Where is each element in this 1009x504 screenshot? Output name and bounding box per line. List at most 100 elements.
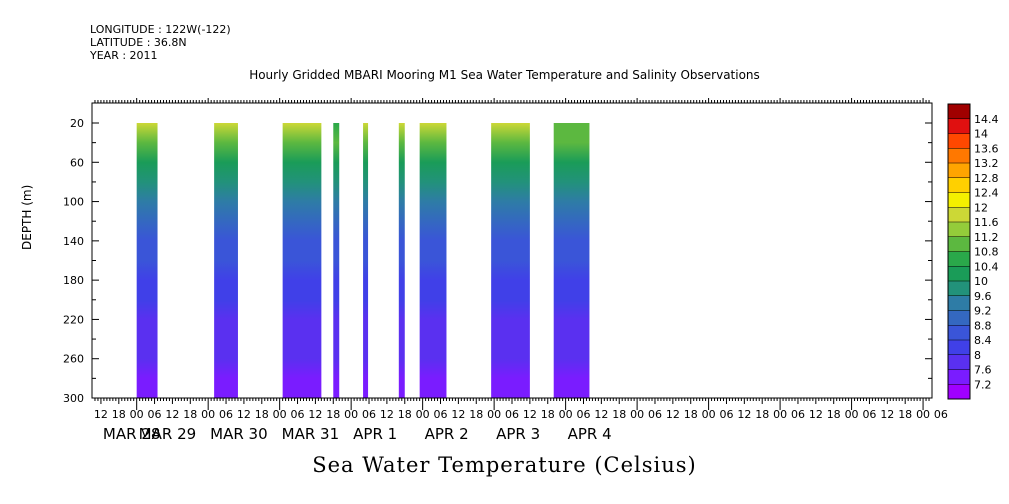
x-hour-label: 12 xyxy=(380,408,394,421)
colorbar-label: 12.4 xyxy=(974,187,999,200)
colorbar-label: 13.6 xyxy=(974,142,999,155)
colorbar-label: 10 xyxy=(974,275,988,288)
x-hour-label: 00 xyxy=(344,408,358,421)
x-hour-label: 12 xyxy=(594,408,608,421)
y-tick-label: 260 xyxy=(63,353,84,366)
x-hour-label: 00 xyxy=(416,408,430,421)
x-hour-label: 06 xyxy=(291,408,305,421)
x-hour-label: 00 xyxy=(773,408,787,421)
x-hour-label: 00 xyxy=(130,408,144,421)
colorbar-swatch xyxy=(948,177,970,193)
x-date-label: APR 4 xyxy=(568,425,612,443)
data-segments xyxy=(136,123,590,398)
x-hour-label: 00 xyxy=(702,408,716,421)
chart-subtitle: Sea Water Temperature (Celsius) xyxy=(312,453,697,477)
data-segment xyxy=(333,123,340,398)
colorbar-swatch xyxy=(948,281,970,297)
colorbar-swatch xyxy=(948,325,970,341)
colorbar-swatch xyxy=(948,384,970,400)
colorbar-swatch xyxy=(948,148,970,164)
colorbar-label: 10.4 xyxy=(974,260,999,273)
x-hour-label: 12 xyxy=(165,408,179,421)
x-hour-label: 12 xyxy=(880,408,894,421)
colorbar-swatch xyxy=(948,104,970,120)
x-hour-label: 00 xyxy=(845,408,859,421)
colorbar-label: 13.2 xyxy=(974,157,999,170)
x-hour-label: 00 xyxy=(487,408,501,421)
x-hour-label: 18 xyxy=(255,408,269,421)
x-date-label: APR 2 xyxy=(425,425,469,443)
colorbar-swatch xyxy=(948,163,970,179)
colorbar-label: 7.2 xyxy=(974,378,992,391)
x-hour-label: 06 xyxy=(505,408,519,421)
x-date-label: APR 3 xyxy=(496,425,540,443)
colorbar-swatch xyxy=(948,133,970,149)
x-hour-label: 06 xyxy=(934,408,948,421)
x-hour-label: 18 xyxy=(684,408,698,421)
colorbar-label: 12 xyxy=(974,201,988,214)
colorbar: 7.27.688.48.89.29.61010.410.811.211.6121… xyxy=(947,103,999,400)
x-hour-label: 06 xyxy=(148,408,162,421)
colorbar-label: 8 xyxy=(974,349,981,362)
colorbar-swatch xyxy=(948,354,970,370)
colorbar-swatch xyxy=(948,192,970,208)
x-date-label: MAR 31 xyxy=(282,425,339,443)
colorbar-label: 14 xyxy=(974,128,988,141)
data-segment xyxy=(398,123,405,398)
x-date-label: MAR 28 xyxy=(103,425,160,443)
colorbar-label: 14.4 xyxy=(974,113,999,126)
x-hour-label: 18 xyxy=(112,408,126,421)
colorbar-swatch xyxy=(948,266,970,282)
x-hour-label: 06 xyxy=(648,408,662,421)
x-hour-label: 12 xyxy=(308,408,322,421)
x-hour-label: 12 xyxy=(666,408,680,421)
x-hour-label: 00 xyxy=(201,408,215,421)
longitude-label: LONGITUDE : 122W(-122) xyxy=(90,23,231,36)
x-hour-label: 18 xyxy=(469,408,483,421)
y-tick-label: 20 xyxy=(70,117,84,130)
colorbar-label: 11.2 xyxy=(974,231,999,244)
x-hour-label: 00 xyxy=(559,408,573,421)
x-hour-label: 12 xyxy=(809,408,823,421)
colorbar-label: 7.6 xyxy=(974,364,992,377)
colorbar-label: 8.8 xyxy=(974,319,992,332)
data-segment xyxy=(419,123,447,398)
y-tick-label: 100 xyxy=(63,196,84,209)
colorbar-label: 8.4 xyxy=(974,334,992,347)
chart-title: Hourly Gridded MBARI Mooring M1 Sea Wate… xyxy=(249,68,760,82)
data-segment xyxy=(553,123,590,398)
y-tick-label: 220 xyxy=(63,313,84,326)
colorbar-swatch xyxy=(948,251,970,267)
x-hour-label: 06 xyxy=(219,408,233,421)
x-hour-label: 06 xyxy=(862,408,876,421)
colorbar-swatch xyxy=(948,340,970,356)
x-hour-label: 06 xyxy=(434,408,448,421)
x-hour-label: 18 xyxy=(326,408,340,421)
x-date-label: MAR 29 xyxy=(139,425,196,443)
x-hour-label: 18 xyxy=(183,408,197,421)
x-hour-label: 06 xyxy=(719,408,733,421)
x-date-label: APR 1 xyxy=(353,425,397,443)
x-hour-label: 18 xyxy=(612,408,626,421)
colorbar-label: 9.2 xyxy=(974,305,992,318)
x-hour-label: 12 xyxy=(94,408,108,421)
x-hour-label: 00 xyxy=(273,408,287,421)
data-segment xyxy=(214,123,238,398)
x-hour-label: 18 xyxy=(898,408,912,421)
x-hour-label: 18 xyxy=(755,408,769,421)
y-tick-label: 60 xyxy=(70,156,84,169)
x-hour-label: 06 xyxy=(362,408,376,421)
x-hour-label: 06 xyxy=(576,408,590,421)
colorbar-label: 10.8 xyxy=(974,246,999,259)
x-hour-label: 12 xyxy=(523,408,537,421)
colorbar-label: 12.8 xyxy=(974,172,999,185)
x-hour-label: 12 xyxy=(237,408,251,421)
x-hour-label: 18 xyxy=(827,408,841,421)
colorbar-swatch xyxy=(948,207,970,223)
y-tick-label: 180 xyxy=(63,274,84,287)
x-hour-label: 12 xyxy=(737,408,751,421)
colorbar-swatch xyxy=(948,222,970,238)
colorbar-swatch xyxy=(948,118,970,134)
